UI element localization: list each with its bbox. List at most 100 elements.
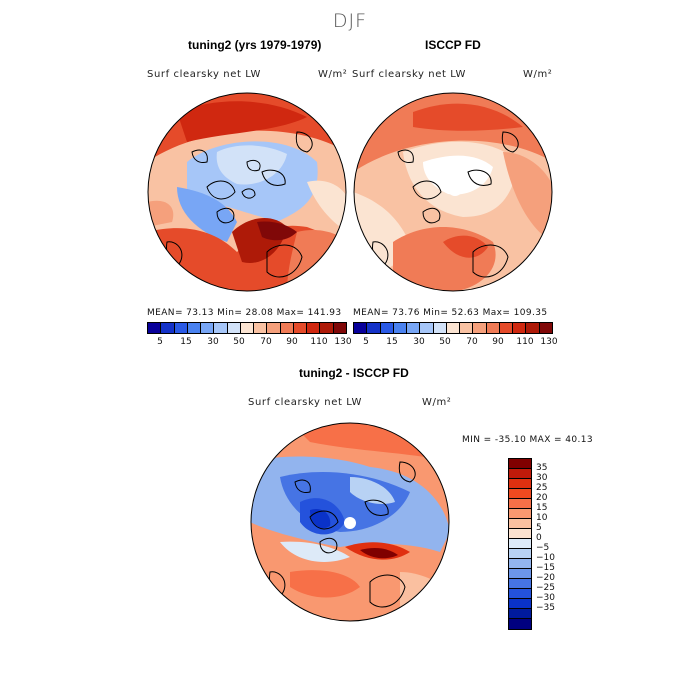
panel3-minmax: MIN = -35.10 MAX = 40.13 (462, 435, 594, 445)
colorbar-swatch (201, 323, 215, 333)
colorbar-swatch (526, 323, 540, 333)
colorbar-swatch (333, 323, 346, 333)
colorbar-tick: 15 (386, 337, 398, 347)
colorbar-swatch (509, 469, 531, 479)
panel1-polar-map (147, 92, 347, 292)
colorbar-swatch (499, 323, 514, 333)
colorbar-tick: 0 (536, 533, 542, 543)
colorbar-swatch (393, 323, 408, 333)
colorbar-swatch (187, 323, 202, 333)
colorbar-swatch (509, 479, 531, 489)
panel2-polar-map (353, 92, 553, 292)
colorbar-swatch (148, 323, 162, 333)
colorbar-swatch (509, 589, 531, 599)
colorbar-tick: 5 (363, 337, 369, 347)
panel1-colorbar (147, 322, 347, 334)
colorbar-swatch (509, 489, 531, 499)
panel3-variable: Surf clearsky net LW (248, 397, 363, 408)
colorbar-swatch (509, 549, 531, 559)
colorbar-swatch (509, 609, 531, 619)
colorbar-tick: 30 (413, 337, 425, 347)
colorbar-tick: 35 (536, 463, 548, 473)
panel2-colorbar-ticks: 5 15 30 50 70 90 110 130 (353, 337, 557, 349)
colorbar-tick: −35 (536, 603, 555, 613)
colorbar-swatch (367, 323, 381, 333)
panel2-stats: MEAN= 73.76 Min= 52.63 Max= 109.35 (353, 308, 548, 318)
panel2-colorbar (353, 322, 553, 334)
season-title: DJF (332, 10, 368, 32)
panel3-units: W/m² (422, 397, 452, 408)
colorbar-swatch (509, 559, 531, 569)
colorbar-swatch (446, 323, 461, 333)
panel1-variable: Surf clearsky net LW (147, 69, 262, 80)
colorbar-tick: 70 (260, 337, 272, 347)
colorbar-swatch (380, 323, 394, 333)
panel3-colorbar-ticks: 35 30 25 20 15 10 5 0 −5 −10 −15 −20 −25… (536, 458, 576, 633)
panel2-units: W/m² (523, 69, 553, 80)
colorbar-tick: 20 (536, 493, 548, 503)
colorbar-swatch (509, 579, 531, 589)
colorbar-tick: −10 (536, 553, 555, 563)
colorbar-tick: 50 (233, 337, 245, 347)
colorbar-swatch (420, 323, 434, 333)
colorbar-swatch (513, 323, 527, 333)
colorbar-tick: 30 (536, 473, 548, 483)
panel1-title: tuning2 (yrs 1979-1979) (188, 38, 322, 52)
colorbar-swatch (227, 323, 241, 333)
colorbar-tick: −25 (536, 583, 555, 593)
colorbar-tick: 90 (286, 337, 298, 347)
colorbar-swatch (509, 459, 531, 469)
colorbar-swatch (509, 509, 531, 519)
colorbar-swatch (161, 323, 175, 333)
colorbar-tick: 130 (334, 337, 352, 347)
colorbar-tick: 110 (310, 337, 328, 347)
panel1-units: W/m² (318, 69, 348, 80)
colorbar-swatch (509, 619, 531, 629)
colorbar-tick: 90 (492, 337, 504, 347)
colorbar-swatch (214, 323, 228, 333)
colorbar-swatch (354, 323, 368, 333)
colorbar-swatch (486, 323, 500, 333)
colorbar-tick: 50 (439, 337, 451, 347)
colorbar-tick: 5 (157, 337, 163, 347)
colorbar-swatch (280, 323, 294, 333)
colorbar-swatch (509, 519, 531, 529)
colorbar-tick: 110 (516, 337, 534, 347)
panel1-stats: MEAN= 73.13 Min= 28.08 Max= 141.93 (147, 308, 342, 318)
colorbar-swatch (407, 323, 421, 333)
colorbar-swatch (320, 323, 334, 333)
colorbar-swatch (293, 323, 308, 333)
colorbar-swatch (509, 529, 531, 539)
colorbar-swatch (307, 323, 321, 333)
colorbar-swatch (254, 323, 268, 333)
panel3-title: tuning2 - ISCCP FD (299, 366, 409, 380)
colorbar-swatch (473, 323, 487, 333)
colorbar-swatch (509, 539, 531, 549)
colorbar-swatch (509, 569, 531, 579)
colorbar-tick: 30 (207, 337, 219, 347)
colorbar-swatch (433, 323, 447, 333)
colorbar-tick: −30 (536, 593, 555, 603)
colorbar-tick: 15 (536, 503, 548, 513)
panel1-colorbar-ticks: 5 15 30 50 70 90 110 130 (147, 337, 351, 349)
panel2-variable: Surf clearsky net LW (352, 69, 467, 80)
colorbar-swatch (509, 599, 531, 609)
colorbar-tick: −5 (536, 543, 550, 553)
colorbar-tick: 70 (466, 337, 478, 347)
colorbar-tick: 130 (540, 337, 558, 347)
colorbar-swatch (174, 323, 188, 333)
colorbar-tick: 10 (536, 513, 548, 523)
panel2-title: ISCCP FD (425, 38, 481, 52)
panel3-colorbar (508, 458, 532, 630)
colorbar-swatch (460, 323, 474, 333)
colorbar-tick: 25 (536, 483, 548, 493)
colorbar-swatch (539, 323, 552, 333)
colorbar-swatch (509, 499, 531, 509)
colorbar-swatch (240, 323, 255, 333)
colorbar-swatch (267, 323, 281, 333)
colorbar-tick: 15 (180, 337, 192, 347)
colorbar-tick: −20 (536, 573, 555, 583)
panel3-polar-map (250, 422, 450, 622)
colorbar-tick: −15 (536, 563, 555, 573)
colorbar-tick: 5 (536, 523, 542, 533)
